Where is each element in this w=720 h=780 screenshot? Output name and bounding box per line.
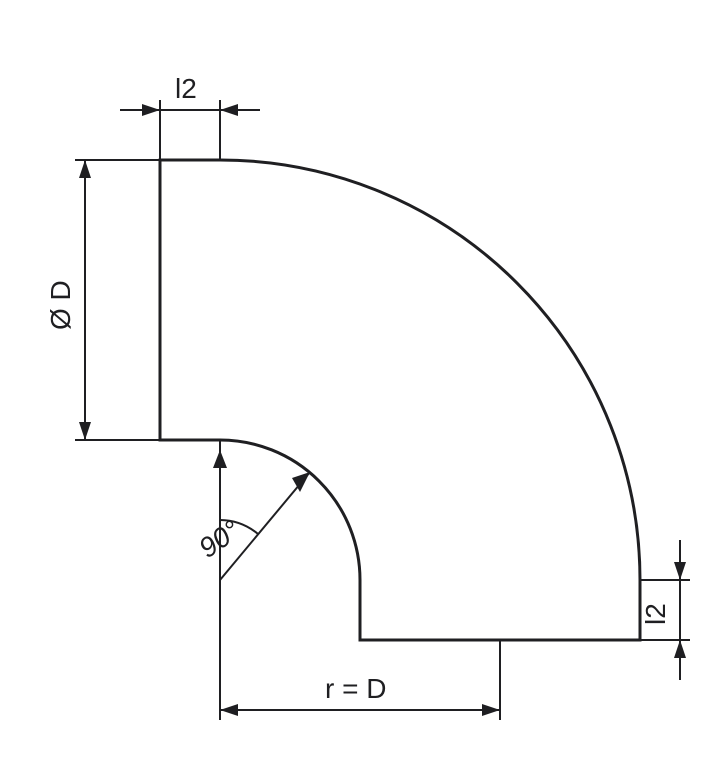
arrow-icon xyxy=(79,160,91,178)
arrow-icon xyxy=(482,704,500,716)
arrow-icon xyxy=(220,704,238,716)
label-l2-right: l2 xyxy=(640,603,671,625)
arrow-icon xyxy=(674,640,686,658)
arrow-icon xyxy=(79,422,91,440)
arrow-icon xyxy=(213,450,227,468)
label-radius: r = D xyxy=(325,673,386,704)
dimension-diameter: Ø D xyxy=(45,160,160,440)
dimension-l2-top: l2 xyxy=(120,73,260,160)
label-angle: 90° xyxy=(193,514,245,564)
arrow-icon xyxy=(674,562,686,580)
elbow-shape xyxy=(160,160,640,640)
elbow-diagram: l2 Ø D l2 r = D xyxy=(0,0,720,780)
arrow-icon xyxy=(220,104,238,116)
dimension-l2-right: l2 xyxy=(640,540,690,680)
label-diameter: Ø D xyxy=(45,280,76,330)
label-l2-top: l2 xyxy=(175,73,197,104)
elbow-outline xyxy=(160,160,640,640)
angle-annotation: 90° xyxy=(193,450,310,580)
arrow-icon xyxy=(142,104,160,116)
